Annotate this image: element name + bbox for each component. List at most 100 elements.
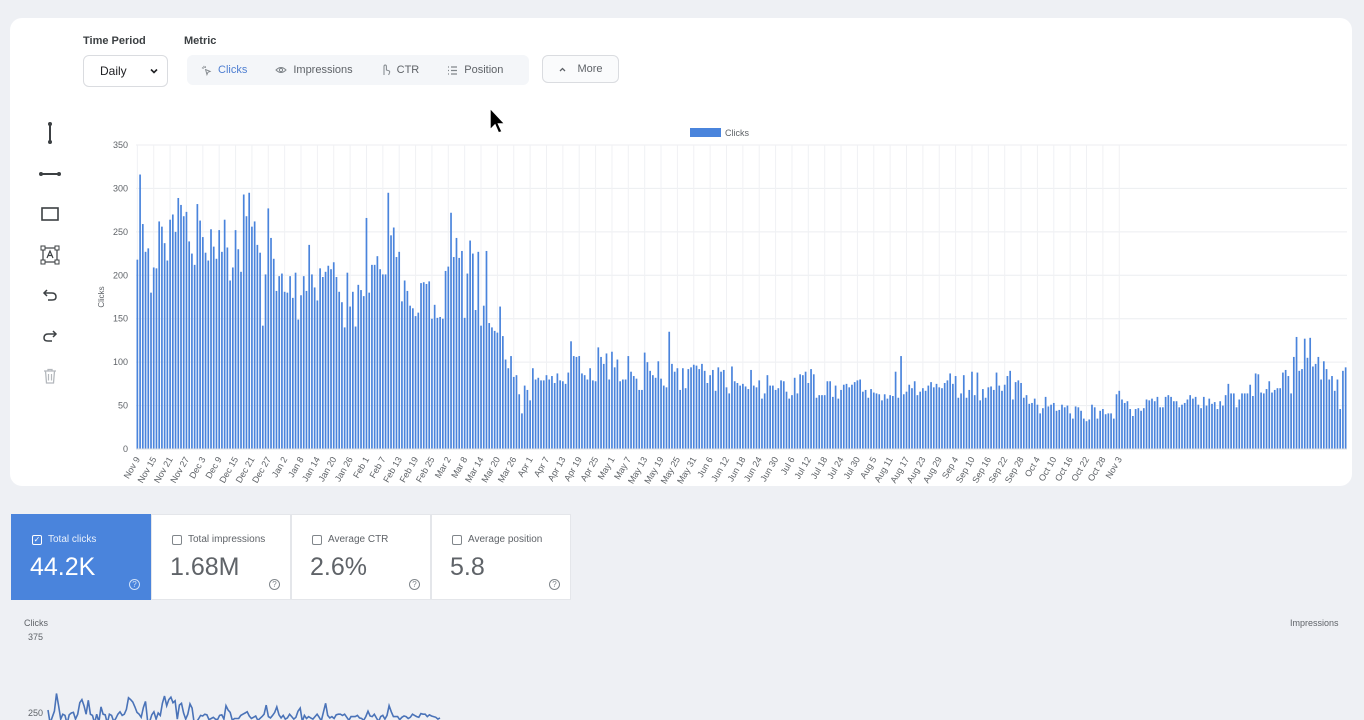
bar[interactable] (897, 397, 900, 449)
bar[interactable] (1268, 381, 1271, 449)
bar[interactable] (245, 216, 248, 449)
bar[interactable] (605, 353, 608, 449)
bar[interactable] (512, 376, 515, 449)
bar[interactable] (542, 380, 545, 449)
bar[interactable] (496, 332, 499, 449)
bar[interactable] (529, 400, 531, 449)
bar[interactable] (338, 291, 341, 449)
bar[interactable] (1137, 408, 1140, 449)
bar[interactable] (998, 385, 1001, 449)
bar[interactable] (1172, 401, 1175, 449)
bar[interactable] (622, 379, 624, 449)
bar[interactable] (141, 224, 144, 449)
help-icon[interactable]: ? (549, 579, 560, 590)
bar[interactable] (747, 389, 750, 449)
bar[interactable] (188, 241, 191, 449)
bar[interactable] (433, 304, 436, 449)
bar[interactable] (1282, 372, 1284, 449)
bar[interactable] (556, 373, 559, 449)
bar[interactable] (1001, 390, 1003, 449)
bar[interactable] (349, 306, 351, 449)
bar[interactable] (1012, 399, 1014, 449)
bar[interactable] (458, 257, 461, 449)
bar[interactable] (684, 388, 687, 449)
bar[interactable] (537, 377, 540, 449)
undo-tool[interactable] (30, 275, 70, 316)
bar[interactable] (461, 250, 463, 449)
bar[interactable] (431, 318, 433, 449)
bar[interactable] (1252, 396, 1254, 449)
bar[interactable] (534, 379, 537, 449)
bar[interactable] (1112, 418, 1115, 449)
bar[interactable] (1044, 396, 1047, 449)
bar[interactable] (1189, 395, 1192, 449)
bar[interactable] (662, 385, 665, 449)
bar[interactable] (837, 398, 840, 449)
bar[interactable] (859, 379, 861, 449)
bar[interactable] (548, 379, 551, 449)
bar[interactable] (608, 379, 611, 449)
bar[interactable] (1222, 405, 1224, 449)
bar[interactable] (1325, 369, 1328, 449)
bar[interactable] (938, 387, 941, 449)
bar[interactable] (283, 291, 286, 449)
bar[interactable] (150, 292, 152, 449)
bar[interactable] (736, 382, 739, 449)
bar[interactable] (480, 325, 482, 449)
bar[interactable] (1118, 390, 1121, 449)
bar[interactable] (223, 219, 226, 449)
bar[interactable] (927, 385, 930, 449)
bar[interactable] (379, 269, 381, 449)
bar[interactable] (264, 274, 267, 449)
checkbox-icon[interactable] (172, 534, 182, 545)
bar[interactable] (815, 397, 818, 449)
bar[interactable] (1219, 401, 1222, 449)
bar[interactable] (1009, 370, 1012, 449)
bar[interactable] (1290, 393, 1292, 449)
bar[interactable] (240, 271, 242, 449)
bar[interactable] (256, 244, 259, 449)
bar[interactable] (182, 216, 185, 449)
bar[interactable] (892, 396, 894, 449)
bar[interactable] (553, 382, 556, 449)
bar[interactable] (559, 380, 561, 449)
bar[interactable] (152, 267, 155, 449)
bar[interactable] (1167, 395, 1170, 449)
bar[interactable] (971, 371, 973, 449)
bar[interactable] (990, 386, 992, 449)
bar[interactable] (578, 356, 581, 449)
bar[interactable] (712, 369, 714, 449)
bar[interactable] (761, 398, 763, 449)
bar[interactable] (886, 398, 889, 449)
bar[interactable] (1050, 404, 1052, 449)
metric-position-button[interactable]: Position (433, 55, 517, 85)
bar[interactable] (332, 262, 335, 449)
bar[interactable] (1052, 402, 1055, 449)
bar[interactable] (1211, 403, 1213, 449)
bar[interactable] (1085, 421, 1088, 449)
bar[interactable] (305, 290, 308, 449)
bar[interactable] (1132, 415, 1134, 449)
bar[interactable] (1241, 393, 1243, 449)
bar[interactable] (493, 330, 496, 449)
bar[interactable] (701, 363, 703, 449)
bar[interactable] (567, 372, 570, 449)
bar[interactable] (169, 219, 171, 449)
bar[interactable] (1265, 389, 1268, 449)
bar[interactable] (155, 268, 158, 449)
bar[interactable] (1227, 383, 1230, 449)
bar[interactable] (502, 336, 504, 449)
bar[interactable] (420, 283, 422, 449)
bar[interactable] (1088, 419, 1091, 449)
bar[interactable] (690, 367, 692, 449)
bar[interactable] (900, 356, 902, 449)
bar[interactable] (436, 317, 439, 449)
bar[interactable] (1216, 409, 1219, 449)
bar[interactable] (1058, 409, 1061, 449)
bar[interactable] (1344, 367, 1347, 449)
bar[interactable] (191, 253, 193, 449)
bar[interactable] (889, 395, 891, 449)
checkbox-checked-icon[interactable]: ✓ (32, 534, 42, 545)
bar[interactable] (842, 384, 845, 449)
bar[interactable] (1254, 373, 1257, 449)
